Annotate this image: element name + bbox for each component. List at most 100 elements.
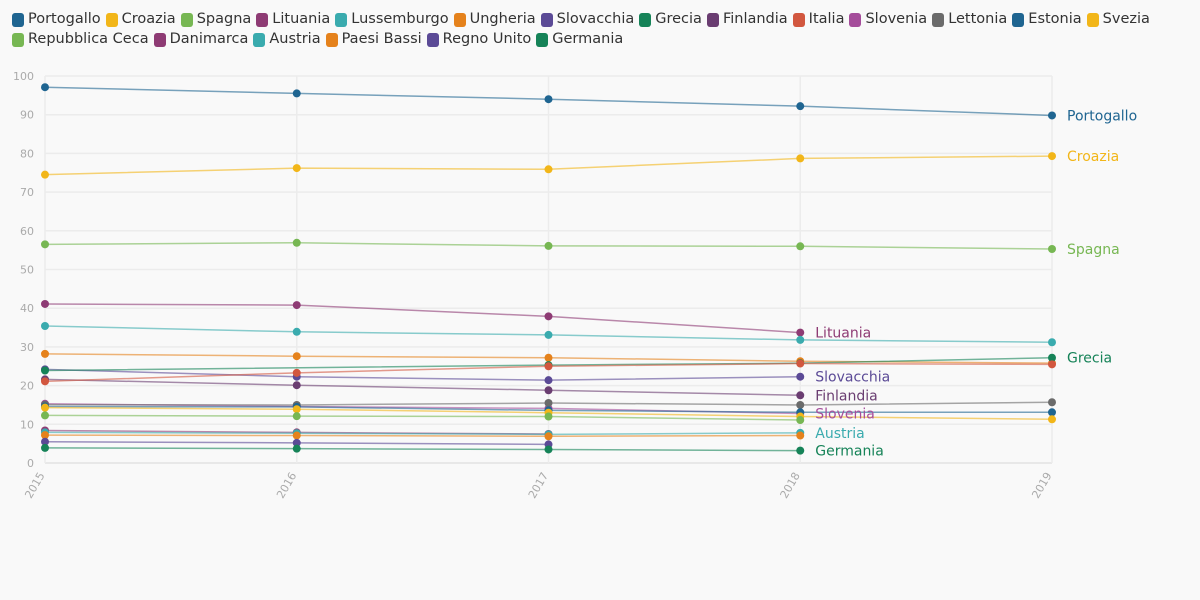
data-point-lussemburgo[interactable] (544, 330, 553, 339)
data-point-svezia[interactable] (1048, 415, 1056, 424)
data-point-ungheria[interactable] (292, 352, 301, 361)
legend-item-croazia[interactable]: Croazia (105, 11, 176, 28)
legend: Portogallo Croazia Spagna Lituania Lussembur… (12, 11, 1192, 48)
legend-item-spagna[interactable]: Spagna (180, 11, 252, 28)
data-point-spagna[interactable] (1048, 244, 1056, 253)
legend-label: Paesi Bassi (341, 31, 422, 47)
data-point-ungheria[interactable] (544, 353, 553, 362)
legend-item-germania[interactable]: Germania (536, 31, 623, 48)
data-point-grecia[interactable] (1048, 353, 1056, 362)
data-point-lussemburgo[interactable] (41, 322, 49, 331)
legend-item-lituania[interactable]: Lituania (256, 11, 330, 28)
legend-label: Italia (808, 11, 845, 27)
data-point-spagna[interactable] (41, 240, 49, 249)
data-point-regno-unito[interactable] (41, 437, 49, 446)
data-point-portogallo[interactable] (1048, 111, 1056, 120)
legend-item-lettonia[interactable]: Lettonia (932, 11, 1007, 28)
legend-item-slovenia[interactable]: Slovenia (849, 11, 927, 28)
legend-swatch (849, 12, 862, 27)
data-point-spagna[interactable] (796, 242, 805, 251)
legend-item-regno-unito[interactable]: Regno Unito (426, 31, 531, 48)
data-point-repubblica-ceca[interactable] (292, 412, 301, 421)
legend-swatch (453, 12, 466, 27)
legend-item-paesi-bassi[interactable]: Paesi Bassi (325, 31, 422, 48)
data-point-croazia[interactable] (796, 154, 805, 163)
data-point-paesi-bassi[interactable] (544, 432, 553, 441)
legend-swatch (256, 12, 269, 27)
data-point-lussemburgo[interactable] (1048, 338, 1056, 347)
data-point-lettonia[interactable] (796, 400, 805, 409)
data-point-svezia[interactable] (41, 403, 49, 412)
legend-swatch (335, 12, 348, 27)
data-point-grecia[interactable] (41, 366, 49, 375)
legend-label: Finlandia (722, 11, 788, 27)
data-point-lituania[interactable] (292, 301, 301, 310)
legend-swatch (325, 32, 338, 47)
legend-label: Spagna (196, 11, 252, 27)
data-point-italia[interactable] (1048, 360, 1056, 369)
series-line-finlandia (44, 378, 801, 397)
data-point-repubblica-ceca[interactable] (796, 416, 805, 425)
data-point-finlandia[interactable] (292, 381, 301, 390)
data-point-portogallo[interactable] (41, 83, 49, 92)
series-line-austria (44, 431, 801, 436)
legend-item-slovacchia[interactable]: Slovacchia (540, 11, 634, 28)
legend-item-danimarca[interactable]: Danimarca (153, 31, 248, 48)
data-point-lussemburgo[interactable] (796, 335, 805, 344)
legend-item-italia[interactable]: Italia (792, 11, 845, 28)
data-point-italia[interactable] (544, 362, 553, 371)
legend-item-austria[interactable]: Austria (253, 31, 321, 48)
legend-item-repubblica-ceca[interactable]: Repubblica Ceca (12, 31, 149, 48)
data-point-repubblica-ceca[interactable] (544, 412, 553, 421)
legend-item-grecia[interactable]: Grecia (639, 11, 702, 28)
data-point-croazia[interactable] (41, 170, 49, 179)
data-point-croazia[interactable] (544, 165, 553, 174)
data-point-lettonia[interactable] (1048, 398, 1056, 407)
data-point-spagna[interactable] (544, 241, 553, 250)
legend-label: Repubblica Ceca (28, 31, 149, 47)
data-point-estonia[interactable] (1048, 408, 1056, 417)
legend-item-ungheria[interactable]: Ungheria (453, 11, 536, 28)
end-labels: Portogallo Croazia Spagna Lituania Slovacchi… (815, 108, 1137, 459)
data-point-germania[interactable] (41, 443, 49, 452)
data-point-germania[interactable] (292, 444, 301, 453)
legend-item-finlandia[interactable]: Finlandia (706, 11, 788, 28)
end-label-finlandia: Finlandia (815, 388, 878, 404)
data-point-spagna[interactable] (292, 238, 301, 247)
data-point-germania[interactable] (796, 446, 805, 455)
legend-item-svezia[interactable]: Svezia (1086, 11, 1150, 28)
data-point-italia[interactable] (796, 359, 805, 368)
data-point-italia[interactable] (41, 377, 49, 386)
data-point-lituania[interactable] (796, 328, 805, 337)
legend-item-lussemburgo[interactable]: Lussemburgo (335, 11, 449, 28)
data-point-paesi-bassi[interactable] (796, 431, 805, 440)
legend-item-portogallo[interactable]: Portogallo (12, 11, 101, 28)
data-point-paesi-bassi[interactable] (41, 431, 49, 440)
data-point-croazia[interactable] (292, 164, 301, 173)
data-point-paesi-bassi[interactable] (292, 431, 301, 440)
y-tick-label: 40 (20, 302, 34, 315)
end-label-lituania: Lituania (815, 326, 871, 342)
legend-swatch (639, 12, 652, 27)
data-point-lettonia[interactable] (544, 399, 553, 408)
legend-swatch (792, 12, 805, 27)
legend-item-estonia[interactable]: Estonia (1012, 11, 1082, 28)
data-point-portogallo[interactable] (544, 95, 553, 104)
data-point-ungheria[interactable] (41, 349, 49, 358)
data-point-slovacchia[interactable] (796, 372, 805, 381)
x-tick-label: 2016 (274, 470, 299, 501)
data-point-lussemburgo[interactable] (292, 327, 301, 336)
data-point-repubblica-ceca[interactable] (41, 411, 49, 420)
data-point-slovacchia[interactable] (544, 376, 553, 385)
data-point-finlandia[interactable] (544, 386, 553, 395)
data-point-lituania[interactable] (41, 299, 49, 308)
data-point-croazia[interactable] (1048, 152, 1056, 161)
data-point-germania[interactable] (544, 445, 553, 454)
data-point-portogallo[interactable] (292, 89, 301, 98)
data-point-svezia[interactable] (292, 405, 301, 414)
data-point-italia[interactable] (292, 368, 301, 377)
data-point-portogallo[interactable] (796, 102, 805, 111)
data-point-regno-unito[interactable] (292, 438, 301, 447)
data-point-lituania[interactable] (544, 312, 553, 321)
data-point-finlandia[interactable] (796, 391, 805, 400)
